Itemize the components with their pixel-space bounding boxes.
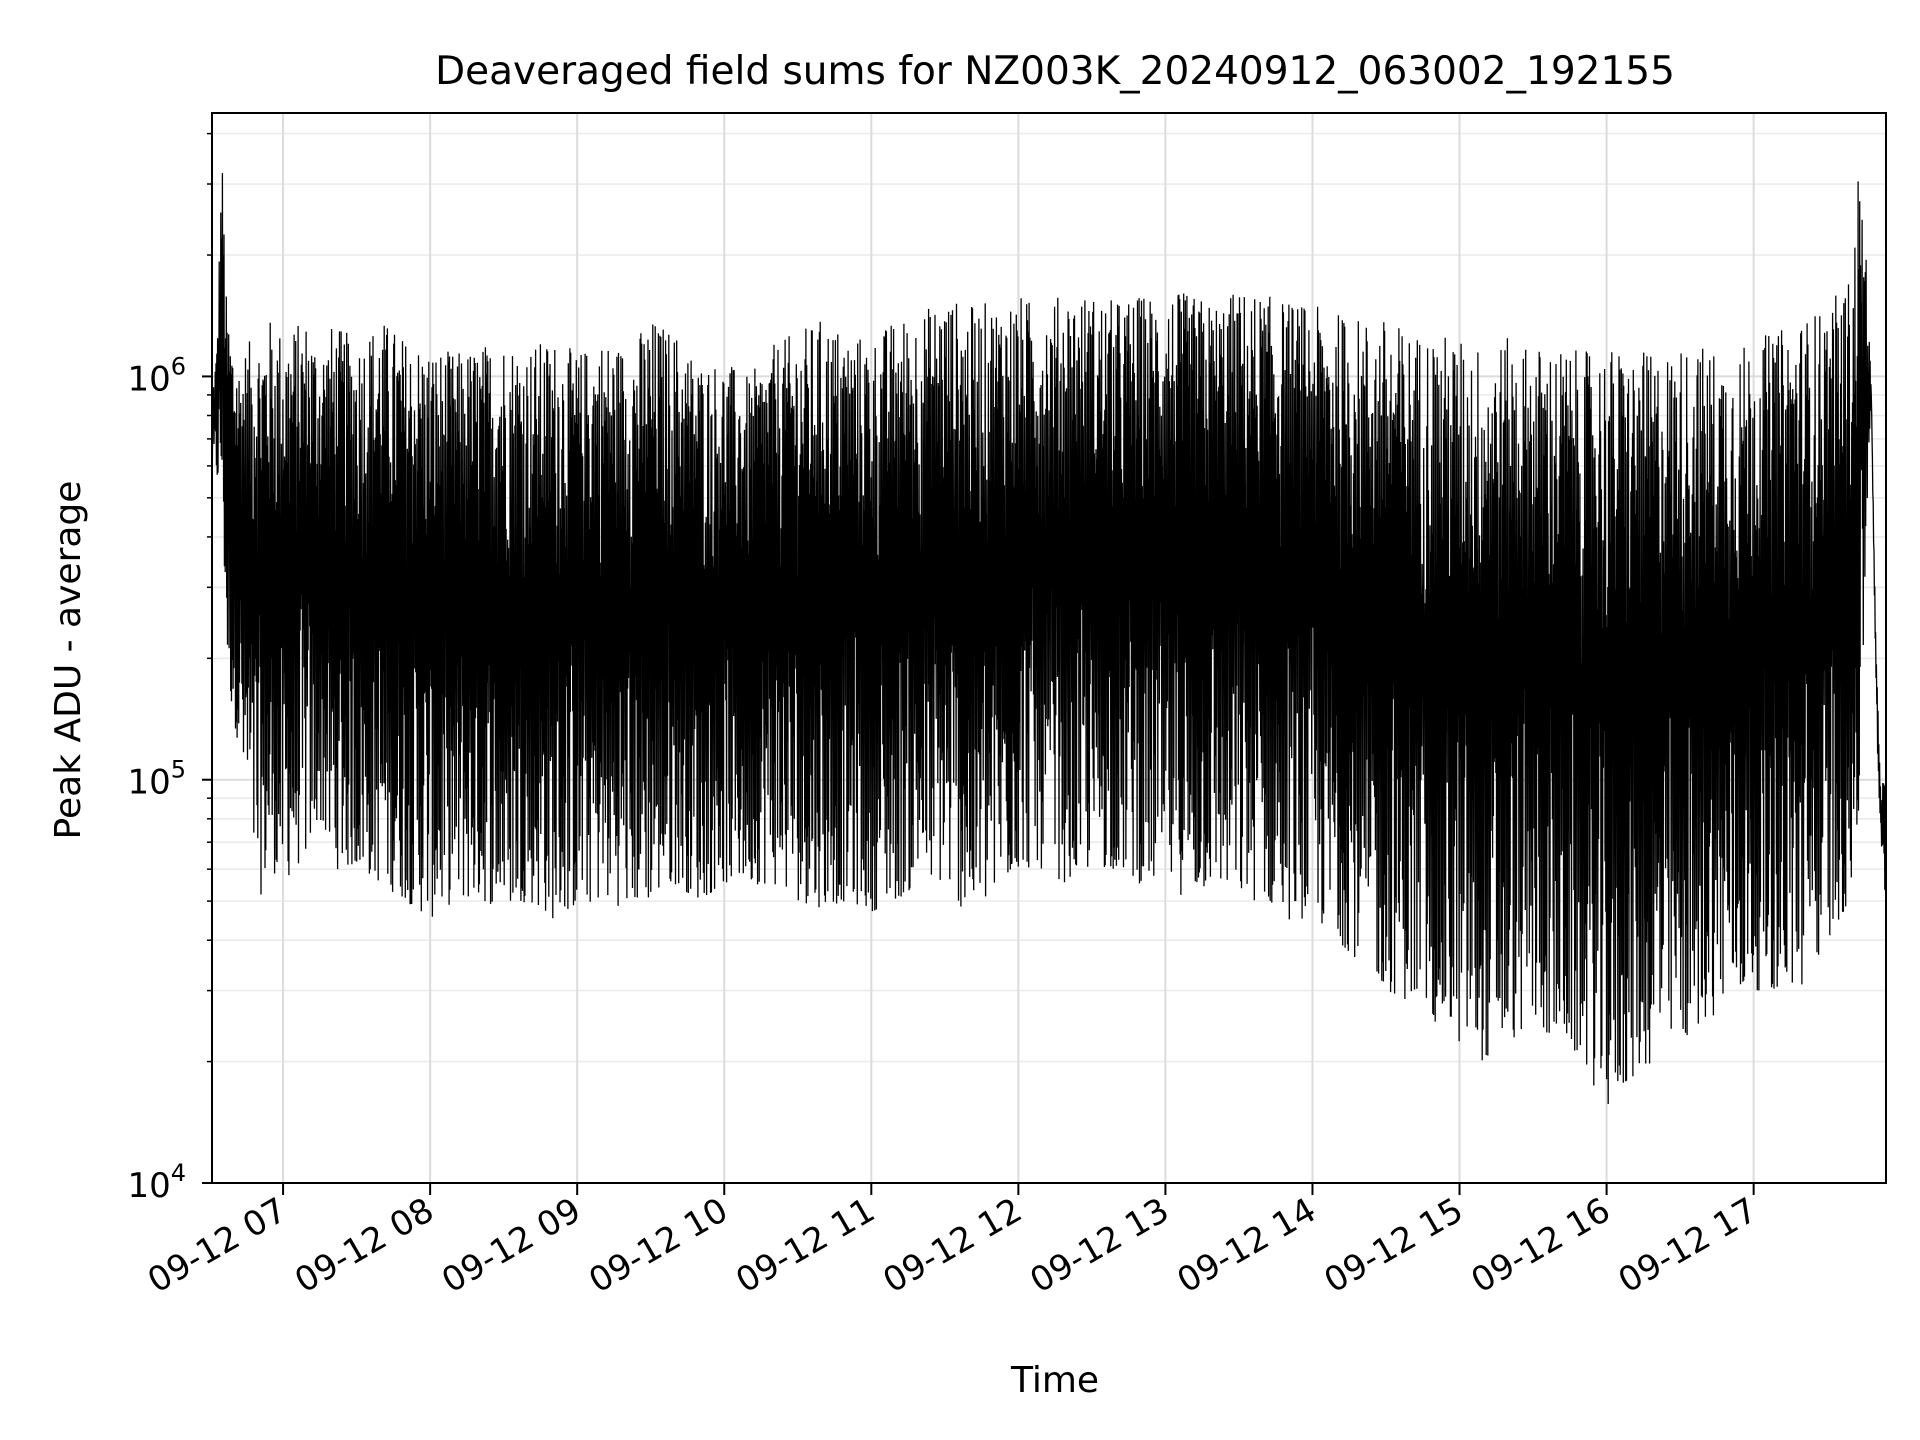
y-tick-exponent: 4 xyxy=(171,1159,186,1187)
data-series xyxy=(211,173,1887,1105)
plot-area-frame xyxy=(211,112,1887,1184)
chart-title: Deaveraged field sums for NZ003K_2024091… xyxy=(435,49,1675,94)
y-tick-base: 10 xyxy=(127,359,170,399)
y-axis-label: Peak ADU - average xyxy=(48,481,89,840)
series-line xyxy=(211,173,1887,1105)
y-tick-base: 10 xyxy=(127,1166,170,1206)
y-tick-label: 104 xyxy=(127,1159,186,1206)
y-tick-base: 10 xyxy=(127,763,170,803)
y-tick-exponent: 6 xyxy=(171,352,186,380)
y-tick-label: 105 xyxy=(127,756,186,803)
y-tick-exponent: 5 xyxy=(171,756,186,784)
x-axis-label: Time xyxy=(1010,1360,1099,1401)
y-tick-label: 106 xyxy=(127,352,186,399)
